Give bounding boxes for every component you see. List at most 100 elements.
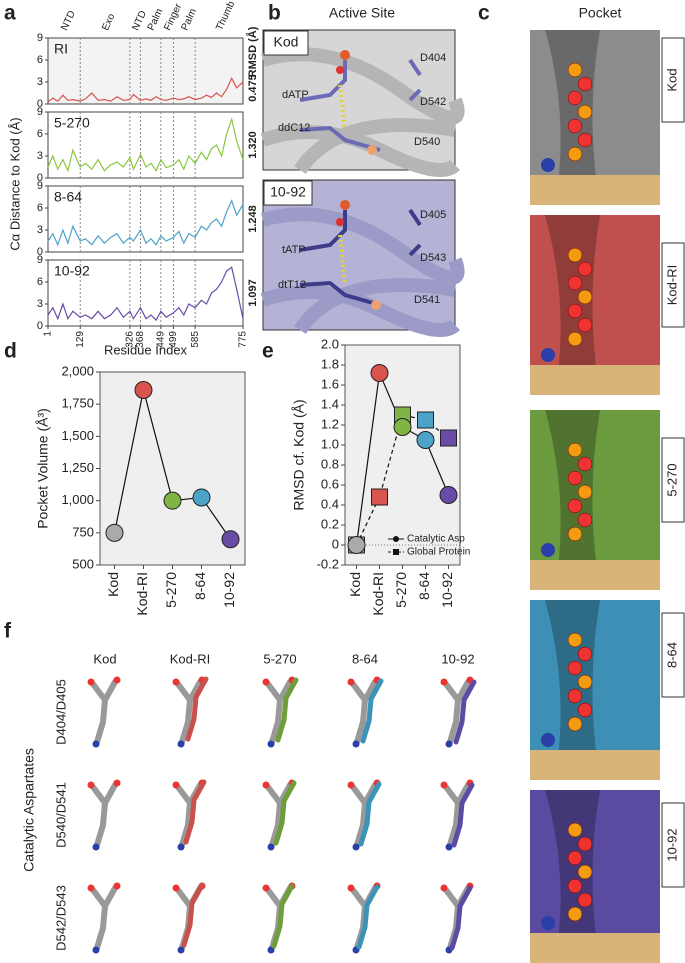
ligand-atom xyxy=(577,132,593,148)
x-tick-label: Kod xyxy=(105,572,121,597)
x-tick-label: 5-270 xyxy=(393,572,409,608)
stick xyxy=(443,784,461,806)
y-tick-label: 3 xyxy=(37,76,43,88)
y-tick-label: 500 xyxy=(72,556,94,571)
plot-area xyxy=(344,344,461,566)
y-axis-label: Pocket Volume (Å³) xyxy=(35,408,51,529)
atom xyxy=(440,678,448,686)
ligand-atom xyxy=(567,688,583,704)
stick xyxy=(90,887,108,909)
pocket-surface xyxy=(545,790,600,963)
y-axis-label: Cα Distance to Kod (Å) xyxy=(7,117,22,250)
y-tick-label: 1.6 xyxy=(321,376,339,391)
y-tick-label: 1.2 xyxy=(321,416,339,431)
stick xyxy=(354,782,378,848)
plot-area xyxy=(47,37,244,105)
x-tick-label: 10-92 xyxy=(221,572,237,608)
ligand-atom xyxy=(567,526,583,542)
atom xyxy=(262,781,270,789)
x-tick-label: 326 xyxy=(125,331,136,348)
x-tick-label: 5-270 xyxy=(163,572,179,608)
pocket-label-box xyxy=(661,437,685,523)
y-tick-label: 3 xyxy=(37,150,43,162)
atom xyxy=(177,843,185,851)
atom xyxy=(87,678,95,686)
y-tick-label: 1,500 xyxy=(61,428,94,443)
ligand-atom xyxy=(577,456,593,472)
atom xyxy=(347,678,355,686)
stick xyxy=(443,887,461,909)
atom xyxy=(445,740,453,748)
ligand-atom xyxy=(577,76,593,92)
stick xyxy=(443,681,461,703)
stick xyxy=(358,781,382,847)
stick xyxy=(350,784,368,806)
y-tick-label: 1,750 xyxy=(61,396,94,411)
legend-label: Global Protein xyxy=(407,547,470,558)
stick xyxy=(447,782,471,848)
x-tick-label: 499 xyxy=(168,331,179,348)
ligand-atom xyxy=(567,146,583,162)
atom xyxy=(92,843,100,851)
data-line xyxy=(47,117,244,173)
ligand-atom xyxy=(577,674,593,690)
y-tick-label: 1.4 xyxy=(321,396,339,411)
pocket-base xyxy=(530,560,660,590)
atom xyxy=(92,946,100,954)
atom xyxy=(262,884,270,892)
atom xyxy=(262,678,270,686)
ligand-atom xyxy=(567,470,583,486)
stick xyxy=(175,887,193,909)
ligand-atom xyxy=(567,275,583,291)
pocket-label-box xyxy=(661,802,685,888)
stick xyxy=(94,679,118,745)
stick xyxy=(360,678,384,744)
stick xyxy=(185,676,209,742)
data-point xyxy=(370,364,389,382)
x-tick-label: Kod xyxy=(347,572,363,597)
ligand-atom xyxy=(567,331,583,347)
data-point xyxy=(134,381,153,400)
y-tick-label: 6 xyxy=(37,128,43,140)
atom xyxy=(172,884,180,892)
rmsd-value: 1.320 xyxy=(247,131,259,159)
x-tick-label: Kod-RI xyxy=(134,572,150,616)
stick xyxy=(451,782,475,848)
y-tick-label: 6 xyxy=(37,276,43,288)
atom xyxy=(177,946,185,954)
data-point xyxy=(221,530,240,549)
atom xyxy=(172,781,180,789)
y-tick-label: 1.0 xyxy=(321,436,339,451)
y-tick-label: 0.4 xyxy=(321,496,339,511)
stick xyxy=(265,681,283,703)
stick xyxy=(90,784,108,806)
stick xyxy=(269,679,293,745)
data-point xyxy=(105,523,124,542)
ligand-atom xyxy=(541,543,555,557)
domain-label: NTD xyxy=(59,9,78,32)
stick xyxy=(175,681,193,703)
y-tick-label: 0 xyxy=(332,536,339,551)
y-tick-label: 1,000 xyxy=(61,492,94,507)
row-label: D404/D405 xyxy=(53,679,68,745)
residue-label: D404 xyxy=(420,52,446,64)
y-tick-label: 9 xyxy=(37,106,43,118)
atom xyxy=(445,843,453,851)
residue-label: ddC12 xyxy=(278,122,310,134)
atom xyxy=(352,843,360,851)
ligand-atom xyxy=(577,512,593,528)
data-line xyxy=(47,266,244,322)
column-label: 10-92 xyxy=(441,651,474,666)
stick xyxy=(350,681,368,703)
column-label: Kod-RI xyxy=(170,651,210,666)
residue-label: dATP xyxy=(282,89,309,101)
ligand-atom xyxy=(567,118,583,134)
structure-label: Kod xyxy=(274,34,299,50)
stick xyxy=(449,885,473,951)
ligand-atom xyxy=(567,850,583,866)
pocket-label: 10-92 xyxy=(664,828,679,861)
y-tick-label: 3 xyxy=(37,224,43,236)
y-tick-label: 0 xyxy=(37,172,43,184)
atom xyxy=(92,740,100,748)
atom xyxy=(352,740,360,748)
